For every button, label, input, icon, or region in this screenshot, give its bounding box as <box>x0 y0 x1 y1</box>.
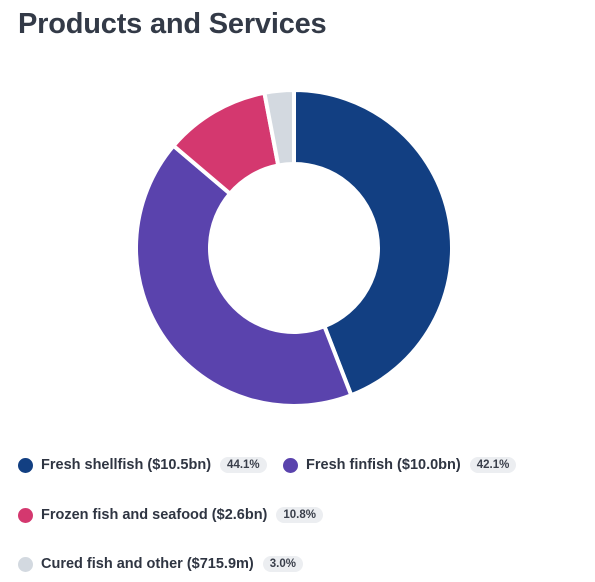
legend-item-frozen-fish[interactable]: Frozen fish and seafood ($2.6bn) 10.8% <box>18 507 323 523</box>
slice-fresh-shellfish[interactable] <box>292 87 454 398</box>
page-title: Products and Services <box>18 8 327 40</box>
legend-swatch <box>18 556 33 572</box>
legend-label: Frozen fish and seafood ($2.6bn) <box>41 507 268 523</box>
percent-badge: 10.8% <box>276 507 323 523</box>
donut-chart <box>134 87 454 408</box>
percent-badge: 42.1% <box>469 457 517 473</box>
legend-swatch <box>18 457 33 473</box>
percent-badge: 3.0% <box>262 556 303 572</box>
legend-label: Fresh finfish ($10.0bn) <box>306 457 461 473</box>
legend-item-fresh-finfish[interactable]: Fresh finfish ($10.0bn) 42.1% <box>283 457 517 473</box>
legend-item-fresh-shellfish[interactable]: Fresh shellfish ($10.5bn) 44.1% <box>18 457 267 473</box>
legend-swatch <box>283 457 298 473</box>
legend-label: Cured fish and other ($715.9m) <box>41 556 254 572</box>
percent-badge: 44.1% <box>220 457 267 473</box>
legend-item-cured-fish[interactable]: Cured fish and other ($715.9m) 3.0% <box>18 556 303 572</box>
legend-label: Fresh shellfish ($10.5bn) <box>41 457 212 473</box>
legend-swatch <box>18 507 33 523</box>
slice-cured-fish[interactable] <box>262 87 296 168</box>
slice-fresh-finfish[interactable] <box>134 142 354 408</box>
